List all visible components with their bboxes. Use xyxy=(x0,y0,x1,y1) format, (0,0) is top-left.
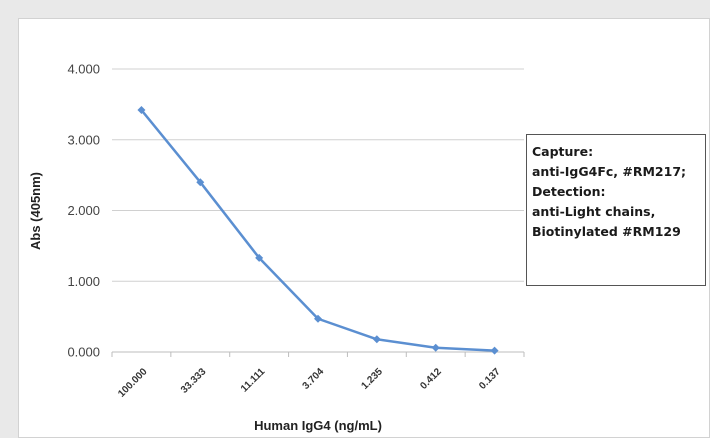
data-point xyxy=(431,343,440,352)
x-tick-label: 11.111 xyxy=(239,366,268,395)
axes xyxy=(111,351,525,357)
y-axis-title: Abs (405nm) xyxy=(28,172,43,250)
annotation-line: anti-IgG4Fc, #RM217; xyxy=(532,164,687,179)
x-tick-label: 0.412 xyxy=(418,366,444,392)
x-tick-label: 1.235 xyxy=(360,366,386,392)
data-point xyxy=(372,335,381,344)
gridlines xyxy=(112,68,524,282)
annotation-line: anti-Light chains, xyxy=(532,204,656,219)
annotation-line: Biotinylated #RM129 xyxy=(532,224,681,239)
annotation-line: Detection: xyxy=(532,184,606,199)
data-series xyxy=(137,106,499,355)
annotation-box: Capture: anti-IgG4Fc, #RM217; Detection:… xyxy=(526,134,706,286)
x-tick-label: 0.137 xyxy=(477,366,503,392)
data-point xyxy=(314,314,322,323)
y-tick-label: 0.000 xyxy=(67,345,100,360)
data-point xyxy=(255,253,264,262)
y-tick-label: 4.000 xyxy=(67,62,100,77)
y-tick-label: 2.000 xyxy=(67,203,100,218)
x-tick-labels: 100.000 33.333 11.111 3.704 1.235 0.412 0.137 xyxy=(116,366,503,400)
data-point xyxy=(196,178,205,187)
series-line xyxy=(140,108,496,352)
data-point xyxy=(490,346,499,355)
x-tick-label: 100.000 xyxy=(116,366,150,400)
x-tick-label: 3.704 xyxy=(301,366,327,392)
annotation-line: Capture: xyxy=(532,144,594,159)
y-tick-label: 3.000 xyxy=(67,132,100,147)
y-tick-labels: 0.000 1.000 2.000 3.000 4.000 xyxy=(67,62,100,360)
x-tick-label: 33.333 xyxy=(179,366,209,396)
data-point xyxy=(137,106,146,115)
x-axis-title: Human IgG4 (ng/mL) xyxy=(254,418,382,433)
y-tick-label: 1.000 xyxy=(67,274,100,289)
